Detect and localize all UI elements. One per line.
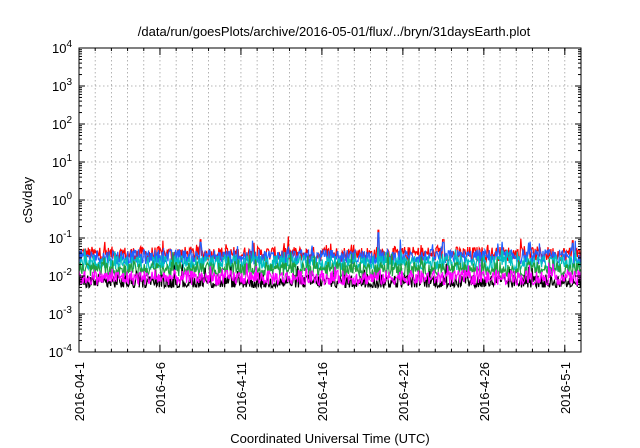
y-tick-label: 104 bbox=[52, 39, 72, 56]
grid bbox=[79, 48, 581, 352]
x-tick-label: 2016-4-16 bbox=[315, 362, 330, 421]
x-tick-label: 2016-4-11 bbox=[234, 362, 249, 420]
series-group bbox=[79, 229, 581, 290]
plot-frame bbox=[78, 47, 582, 353]
x-tick-label: 2016-4-21 bbox=[396, 362, 411, 421]
y-tick-label: 103 bbox=[52, 77, 72, 94]
y-tick-label: 10-4 bbox=[49, 343, 73, 360]
chart-title: /data/run/goesPlots/archive/2016-05-01/f… bbox=[138, 24, 531, 39]
y-tick-label: 10-3 bbox=[49, 305, 73, 322]
y-tick-label: 102 bbox=[52, 115, 72, 132]
series-line bbox=[79, 252, 581, 279]
y-tick-label: 10-1 bbox=[49, 229, 73, 246]
x-tick-label: 2016-4-26 bbox=[477, 362, 492, 421]
y-tick-label: 101 bbox=[52, 153, 72, 170]
x-axis: 2016-04-1 2016-4-6 2016-4-11 2016-4-16 2016-… bbox=[72, 48, 573, 421]
x-axis-label: Coordinated Universal Time (UTC) bbox=[230, 431, 429, 446]
y-axis: 10-4 10-3 10-2 10-1 100 101 102 103 104 bbox=[49, 39, 581, 360]
y-tick-label: 10-2 bbox=[49, 267, 73, 284]
y-axis-label: cSv/day bbox=[20, 176, 35, 223]
x-tick-label: 2016-4-6 bbox=[153, 362, 168, 414]
y-tick-label: 100 bbox=[52, 191, 72, 208]
x-tick-label: 2016-5-1 bbox=[558, 362, 573, 414]
x-tick-label: 2016-04-1 bbox=[72, 362, 87, 421]
series-line bbox=[79, 262, 581, 287]
